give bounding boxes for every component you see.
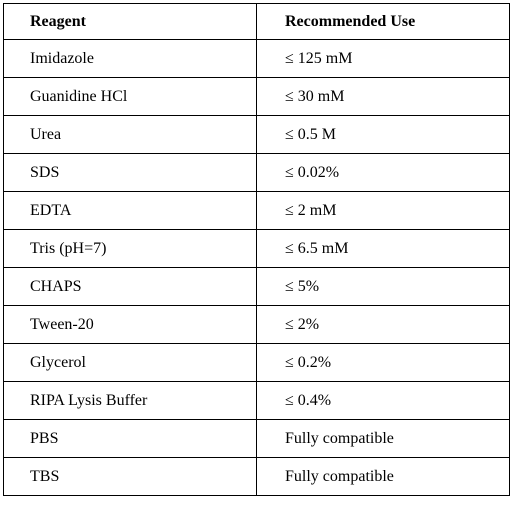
table-row: RIPA Lysis Buffer ≤ 0.4%	[3, 381, 510, 420]
recommended-use-cell: Fully compatible	[256, 457, 510, 496]
recommended-use-cell: ≤ 2 mM	[256, 191, 510, 230]
reagent-cell: EDTA	[3, 191, 257, 230]
table-row: Tween-20 ≤ 2%	[3, 305, 510, 344]
table-row: CHAPS ≤ 5%	[3, 267, 510, 306]
table-header: Reagent Recommended Use	[3, 3, 510, 40]
reagent-cell: Guanidine HCl	[3, 77, 257, 116]
recommended-use-cell: ≤ 2%	[256, 305, 510, 344]
table-row: SDS ≤ 0.02%	[3, 153, 510, 192]
recommended-use-cell: ≤ 0.2%	[256, 343, 510, 382]
table-row: TBS Fully compatible	[3, 457, 510, 496]
reagent-cell: Tris (pH=7)	[3, 229, 257, 268]
table-row: EDTA ≤ 2 mM	[3, 191, 510, 230]
reagent-cell: Urea	[3, 115, 257, 154]
header-recommended-use: Recommended Use	[256, 3, 510, 40]
table-body: Imidazole ≤ 125 mM Guanidine HCl ≤ 30 mM…	[3, 39, 510, 496]
reagent-cell: Imidazole	[3, 39, 257, 78]
table-row: Imidazole ≤ 125 mM	[3, 39, 510, 78]
recommended-use-cell: ≤ 125 mM	[256, 39, 510, 78]
reagent-compatibility-table: Reagent Recommended Use Imidazole ≤ 125 …	[3, 3, 510, 496]
table-row: Urea ≤ 0.5 M	[3, 115, 510, 154]
reagent-cell: Glycerol	[3, 343, 257, 382]
recommended-use-cell: ≤ 30 mM	[256, 77, 510, 116]
recommended-use-cell: ≤ 0.4%	[256, 381, 510, 420]
header-row: Reagent Recommended Use	[3, 3, 510, 40]
reagent-cell: CHAPS	[3, 267, 257, 306]
reagent-cell: Tween-20	[3, 305, 257, 344]
table-row: PBS Fully compatible	[3, 419, 510, 458]
recommended-use-cell: ≤ 6.5 mM	[256, 229, 510, 268]
recommended-use-cell: Fully compatible	[256, 419, 510, 458]
reagent-cell: PBS	[3, 419, 257, 458]
reagent-cell: TBS	[3, 457, 257, 496]
header-reagent: Reagent	[3, 3, 257, 40]
recommended-use-cell: ≤ 5%	[256, 267, 510, 306]
reagent-cell: SDS	[3, 153, 257, 192]
reagent-cell: RIPA Lysis Buffer	[3, 381, 257, 420]
table-row: Glycerol ≤ 0.2%	[3, 343, 510, 382]
table-row: Guanidine HCl ≤ 30 mM	[3, 77, 510, 116]
table-row: Tris (pH=7) ≤ 6.5 mM	[3, 229, 510, 268]
recommended-use-cell: ≤ 0.02%	[256, 153, 510, 192]
recommended-use-cell: ≤ 0.5 M	[256, 115, 510, 154]
